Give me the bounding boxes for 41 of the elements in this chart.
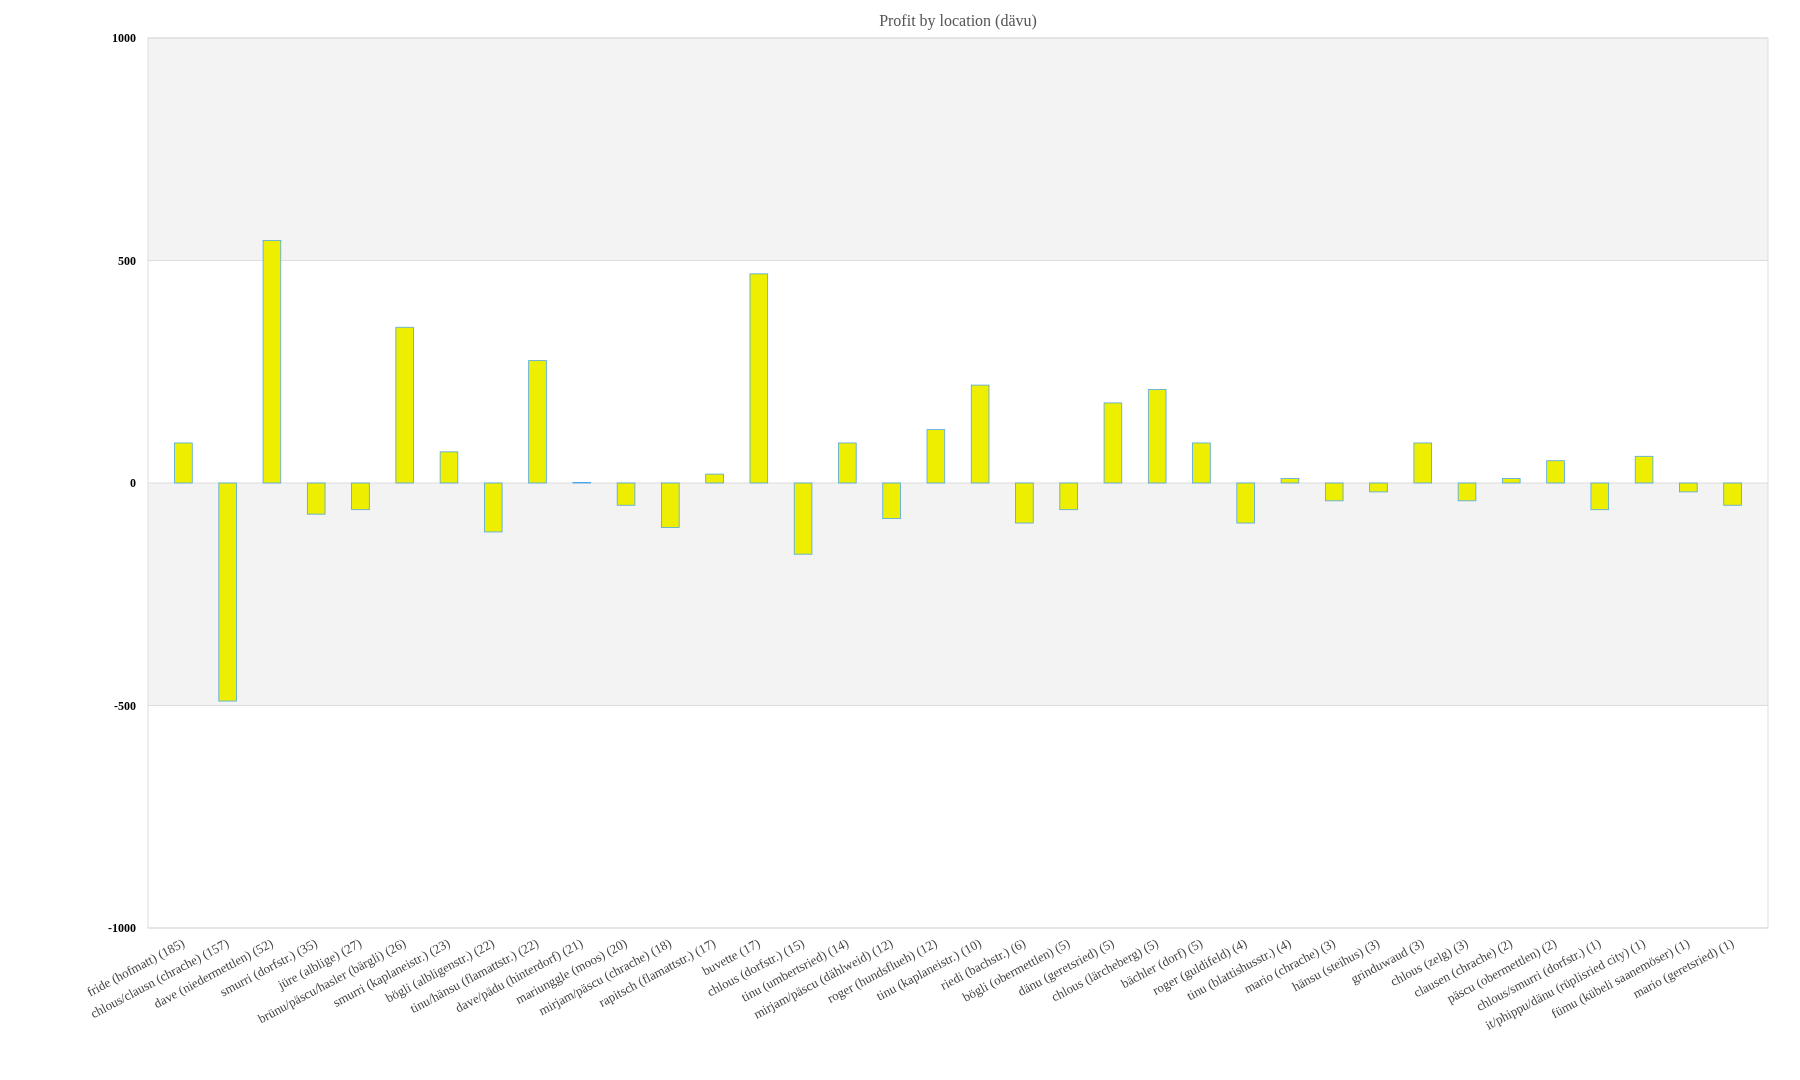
bar xyxy=(1546,460,1565,484)
bar xyxy=(174,442,193,484)
bar xyxy=(793,482,813,555)
bar xyxy=(1457,482,1477,502)
bar xyxy=(528,360,547,484)
y-tick-label: -1000 xyxy=(108,921,136,936)
chart-title: Profit by location (dävu) xyxy=(879,12,1037,30)
bar xyxy=(483,482,503,533)
bar xyxy=(926,429,946,484)
bar xyxy=(1679,482,1698,493)
y-tick-label: 0 xyxy=(130,476,136,491)
bar xyxy=(970,384,990,484)
y-tick-label: -500 xyxy=(114,698,136,713)
bar xyxy=(1369,482,1388,493)
bar xyxy=(616,482,636,506)
y-tick-label: 500 xyxy=(118,253,136,268)
bar xyxy=(1634,455,1654,484)
bar xyxy=(306,482,326,515)
bar xyxy=(1590,482,1610,511)
bar xyxy=(661,482,680,528)
y-tick-label: 1000 xyxy=(112,31,136,46)
bar xyxy=(1236,482,1255,524)
bar xyxy=(705,473,724,484)
bar xyxy=(1723,482,1742,506)
bar xyxy=(1015,482,1034,524)
bar xyxy=(262,240,282,484)
bar xyxy=(1413,442,1432,484)
bar xyxy=(351,482,370,511)
bar xyxy=(882,482,901,519)
bar xyxy=(1059,482,1078,511)
bar xyxy=(1103,402,1123,484)
bar xyxy=(838,442,857,484)
bar xyxy=(395,326,414,484)
bar xyxy=(439,451,459,484)
bar xyxy=(1502,478,1521,484)
bar xyxy=(1324,482,1344,502)
bar xyxy=(1192,442,1211,484)
bar xyxy=(1280,478,1300,484)
bar xyxy=(218,482,237,702)
bar xyxy=(749,273,769,484)
bar xyxy=(1147,389,1167,484)
